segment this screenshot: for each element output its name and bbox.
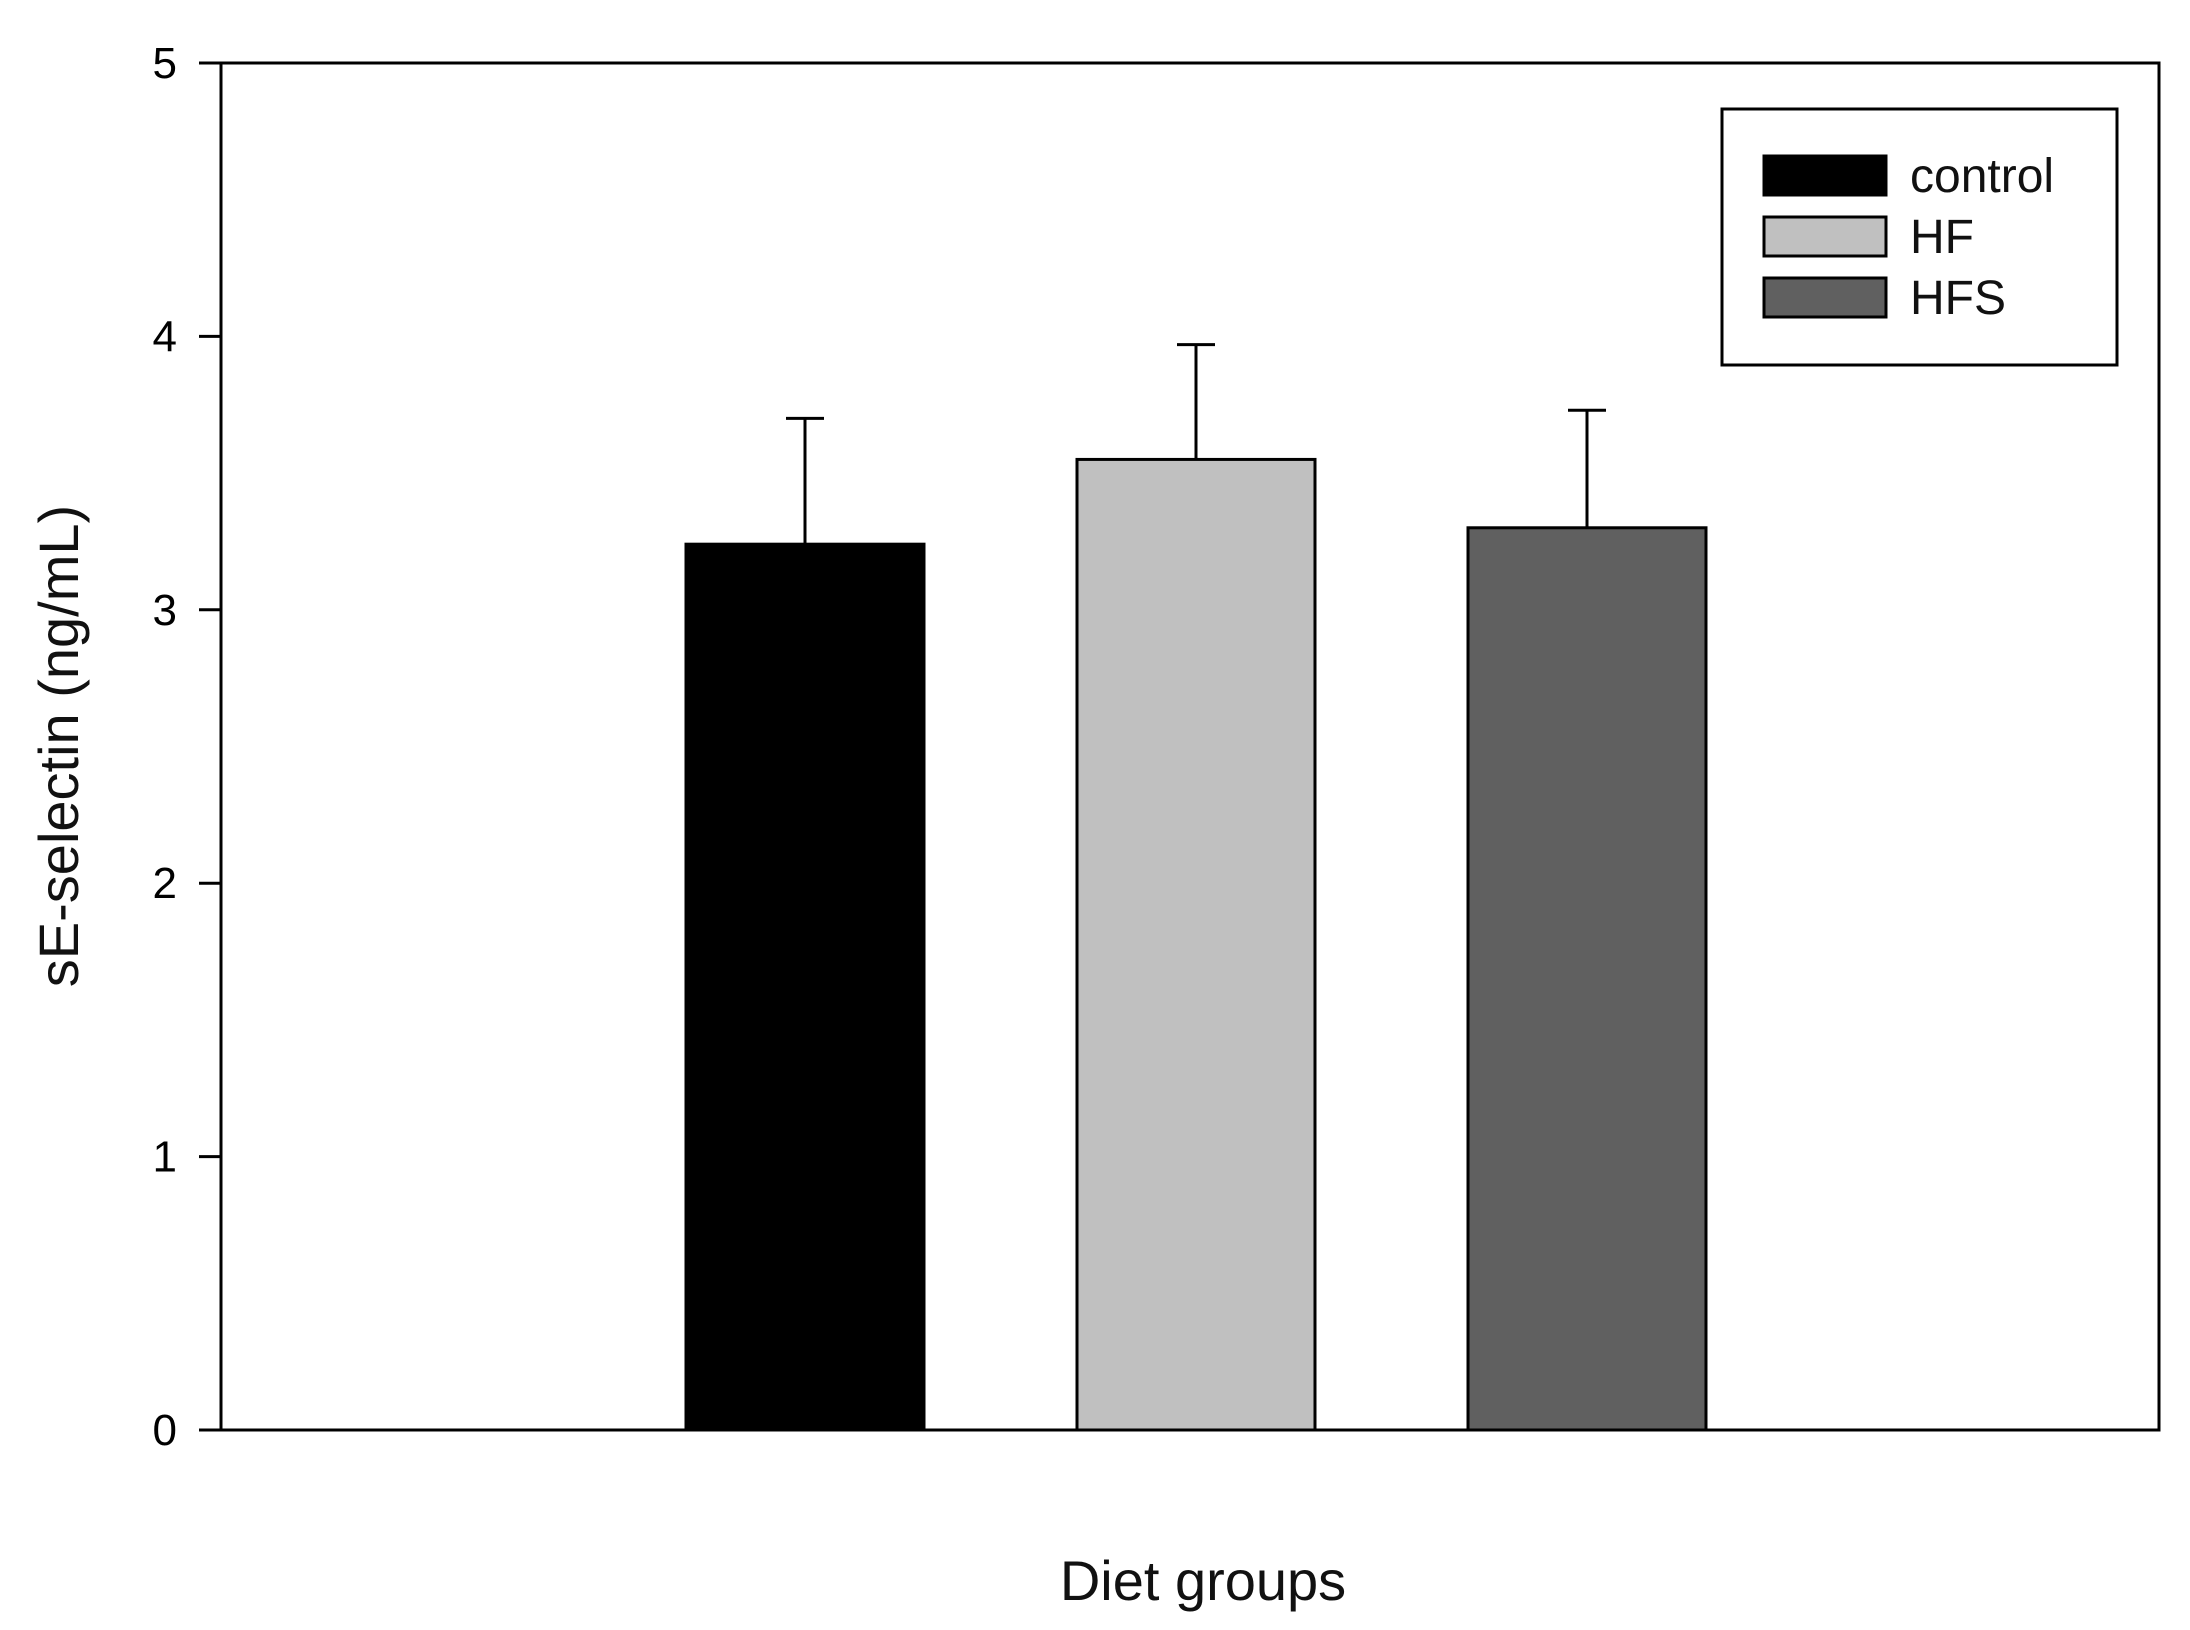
legend-label-HF: HF <box>1910 211 1974 264</box>
y-tick-label: 5 <box>153 39 177 88</box>
legend: control HF HFS <box>1720 107 2119 367</box>
y-tick-label: 4 <box>153 312 177 361</box>
y-axis: 0 1 2 3 4 5 <box>153 39 221 1455</box>
legend-swatch-HFS <box>1762 276 1888 319</box>
y-axis-label: sE-selectin (ng/mL) <box>27 505 90 987</box>
legend-swatch-HF <box>1762 215 1888 258</box>
legend-swatch-control <box>1762 154 1888 197</box>
y-tick-label: 1 <box>153 1133 177 1182</box>
bar-control <box>684 542 926 1432</box>
y-tick-label: 3 <box>153 586 177 635</box>
bar-HF <box>1075 457 1317 1432</box>
legend-label-HFS: HFS <box>1910 272 2006 325</box>
x-axis-label: Diet groups <box>1060 1549 1346 1612</box>
y-tick-label: 0 <box>153 1406 177 1455</box>
y-tick-label: 2 <box>153 859 177 908</box>
error-bars <box>786 343 1606 545</box>
legend-label-control: control <box>1910 150 2054 203</box>
bars <box>684 457 1708 1432</box>
bar-HFS <box>1466 526 1708 1432</box>
